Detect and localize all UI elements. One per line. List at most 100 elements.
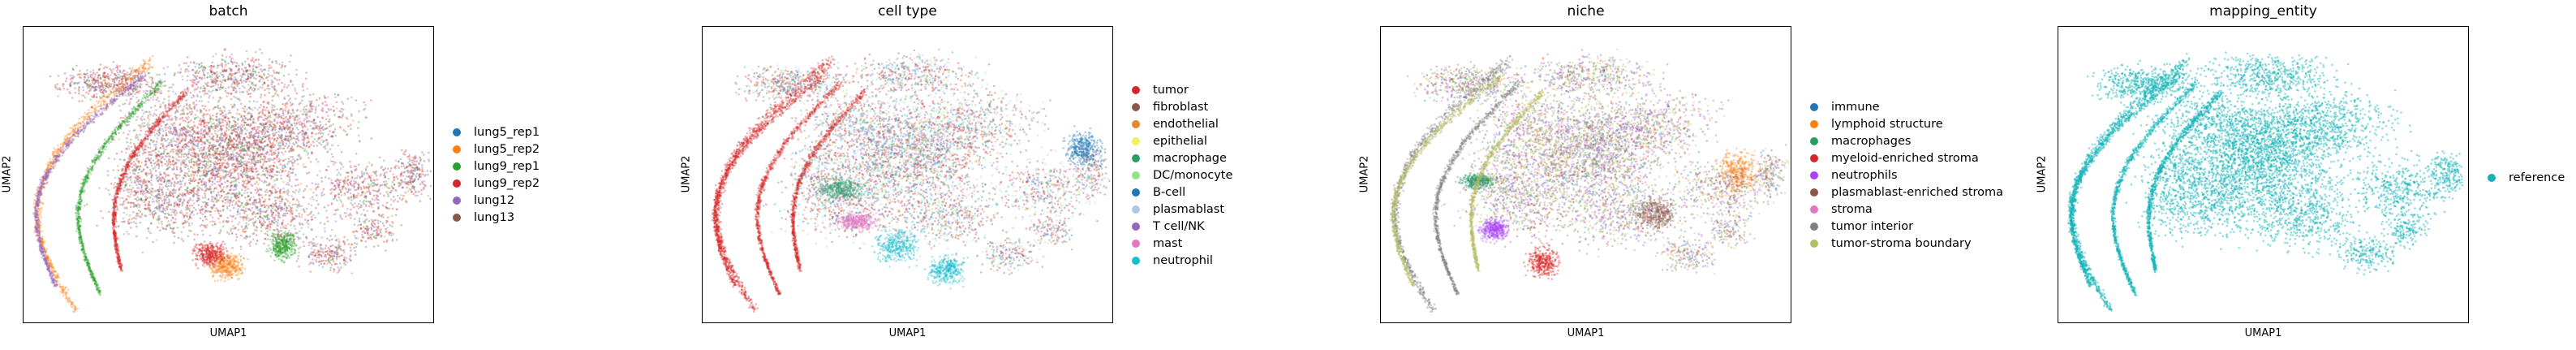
point [236, 168, 239, 171]
point [287, 137, 290, 140]
point [149, 170, 153, 173]
point [79, 201, 81, 204]
point [136, 136, 140, 139]
plot-area [23, 26, 434, 323]
point [230, 253, 233, 255]
point [257, 193, 260, 197]
point [241, 180, 244, 183]
point [75, 230, 78, 232]
point [134, 89, 137, 92]
point [287, 145, 290, 148]
point [250, 218, 253, 221]
point [184, 175, 187, 178]
point [178, 155, 180, 158]
point [227, 192, 230, 195]
point [158, 178, 161, 181]
point [257, 183, 260, 186]
point [129, 85, 132, 88]
point [165, 129, 167, 132]
point [241, 216, 244, 219]
point [136, 196, 140, 199]
point [189, 182, 191, 185]
point [108, 137, 111, 140]
point [55, 152, 58, 154]
point [108, 79, 110, 81]
point [381, 184, 384, 187]
point [127, 191, 130, 193]
point [257, 173, 260, 175]
point [247, 188, 250, 190]
point [146, 90, 149, 93]
point [191, 204, 194, 207]
point [148, 93, 152, 97]
point [239, 212, 241, 215]
point [221, 188, 224, 191]
point [84, 258, 87, 261]
point [239, 151, 243, 154]
point [208, 109, 211, 111]
point [243, 80, 245, 82]
point [73, 76, 75, 79]
point [276, 190, 278, 193]
point [140, 162, 144, 164]
point [289, 135, 292, 137]
point [243, 106, 247, 108]
point [41, 201, 44, 205]
point [167, 162, 170, 165]
point [168, 141, 171, 145]
point [221, 149, 224, 151]
point [41, 230, 44, 232]
point [277, 257, 281, 261]
point [170, 191, 173, 193]
point [247, 75, 250, 77]
point [136, 69, 140, 71]
point [294, 248, 296, 252]
point [346, 97, 350, 100]
point [211, 223, 214, 227]
point [178, 137, 181, 140]
point [246, 227, 249, 230]
point [221, 201, 224, 203]
point [173, 210, 176, 214]
point [167, 220, 170, 223]
point [290, 145, 294, 148]
point [84, 189, 86, 192]
point [53, 147, 56, 149]
point [286, 162, 289, 166]
point [291, 108, 295, 111]
point [211, 153, 214, 156]
point [370, 174, 373, 177]
point [227, 62, 230, 65]
point [144, 188, 148, 192]
point [148, 64, 151, 67]
point [313, 138, 316, 140]
point [199, 217, 202, 220]
point [174, 214, 177, 216]
point [325, 138, 329, 141]
point [273, 165, 276, 167]
point [387, 195, 390, 197]
point [110, 134, 113, 136]
point [217, 107, 220, 110]
point [269, 164, 273, 167]
point [183, 226, 185, 229]
point [123, 158, 126, 161]
point [71, 305, 73, 309]
series-lung5-rep1 [57, 59, 429, 270]
point [174, 127, 178, 131]
point [149, 150, 153, 153]
point [205, 203, 209, 206]
point [216, 147, 218, 150]
point [280, 240, 282, 243]
point [255, 243, 258, 245]
point [301, 129, 304, 132]
point [49, 164, 52, 167]
point [244, 60, 247, 63]
point [91, 80, 94, 83]
point [65, 138, 67, 140]
point [286, 212, 289, 214]
point [84, 111, 87, 115]
point [193, 161, 196, 163]
point [283, 204, 286, 206]
point [214, 210, 217, 213]
